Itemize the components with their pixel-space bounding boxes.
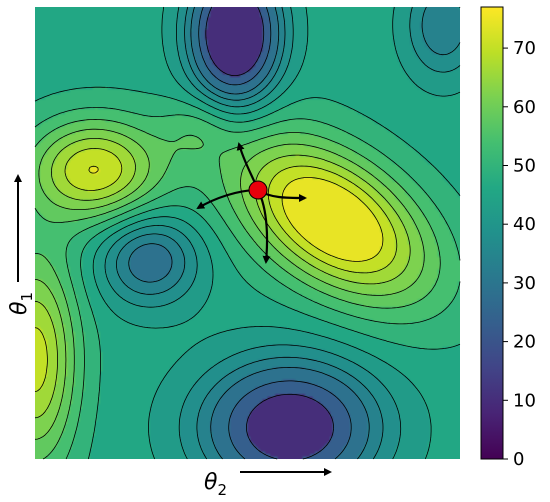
y-axis-label: θ1 (7, 292, 36, 315)
colorbar: 0 10 20 30 40 50 60 70 (480, 6, 536, 470)
colorbar-tick-label: 20 (513, 332, 536, 353)
contour-line (128, 6, 370, 460)
colorbar-ticks: 0 10 20 30 40 50 60 70 (503, 38, 536, 470)
colorbar-tick-label: 30 (513, 273, 536, 294)
contour-line (92, 6, 461, 460)
contour-line (104, 6, 461, 460)
contour-line (34, 107, 461, 460)
contour-line (34, 148, 398, 392)
contour-lines (34, 6, 461, 460)
colorbar-tick-label: 60 (513, 97, 536, 118)
saddle-point-marker (248, 180, 268, 200)
colorbar-tick-label: 40 (513, 214, 536, 235)
colorbar-gradient (480, 6, 504, 460)
contour-line (34, 86, 461, 460)
x-axis-label-group: θ2 (204, 468, 332, 499)
contour-line (205, 6, 334, 460)
x-axis-label: θ2 (204, 470, 227, 499)
contour-line (198, 6, 352, 460)
colorbar-tick-label: 50 (513, 155, 536, 176)
contour-line (116, 6, 461, 460)
y-axis-label-group: θ1 (7, 174, 36, 315)
contour-line (34, 119, 441, 460)
contour-line (34, 128, 425, 440)
colorbar-tick-label: 0 (513, 449, 524, 470)
colorbar-tick-label: 10 (513, 390, 536, 411)
colorbar-tick-label: 70 (513, 38, 536, 59)
contour-plot (34, 6, 461, 460)
contour-line (88, 165, 384, 262)
